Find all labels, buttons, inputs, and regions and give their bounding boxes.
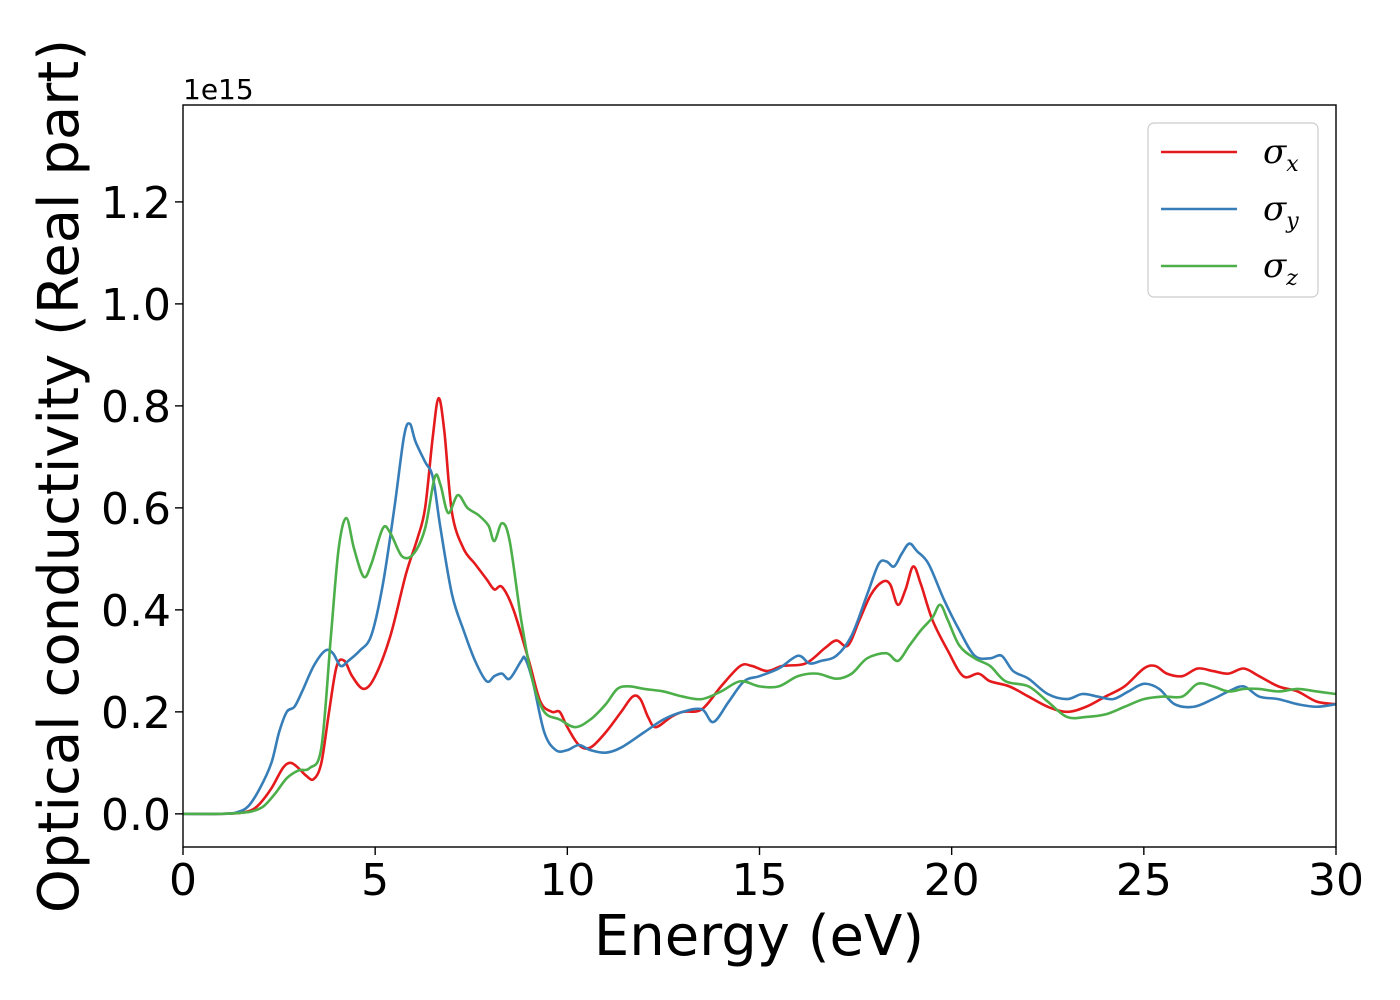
x-tick-label: 25 bbox=[1116, 855, 1172, 906]
legend: σx σy σz bbox=[1147, 122, 1319, 298]
plot-lines bbox=[183, 396, 1336, 816]
y-axis-title: Optical conductivity (Real part) bbox=[27, 39, 92, 913]
y-tick-label: 0.8 bbox=[101, 382, 171, 433]
y-tick-label: 0.6 bbox=[101, 484, 171, 535]
legend-items: σx σy σz bbox=[1161, 132, 1299, 291]
y-offset-label: 1e15 bbox=[183, 73, 254, 106]
x-tick-label: 0 bbox=[169, 855, 197, 906]
x-tick-label: 15 bbox=[732, 855, 788, 906]
x-tick-label: 20 bbox=[924, 855, 980, 906]
x-axis-title: Energy (eV) bbox=[594, 904, 924, 969]
series-line-z bbox=[183, 473, 1336, 816]
y-tick-label: 1.2 bbox=[101, 178, 171, 229]
legend-label-y: σy bbox=[1263, 189, 1299, 234]
x-tick-label: 30 bbox=[1308, 855, 1364, 906]
y-tick-label: 0.4 bbox=[101, 586, 171, 637]
legend-label-z: σz bbox=[1263, 246, 1298, 291]
legend-label-x: σx bbox=[1263, 132, 1299, 177]
y-tick-label: 0.2 bbox=[101, 688, 171, 739]
x-tick-label: 5 bbox=[361, 855, 389, 906]
series-line-y bbox=[183, 422, 1336, 816]
y-axis: 0.0 0.2 0.4 0.6 0.8 1.0 1.2 bbox=[101, 178, 183, 841]
x-axis: 0 5 10 15 20 25 30 bbox=[169, 847, 1364, 906]
y-tick-label: 1.0 bbox=[101, 280, 171, 331]
x-tick-label: 10 bbox=[539, 855, 595, 906]
y-tick-label: 0.0 bbox=[101, 790, 171, 841]
series-line-x bbox=[183, 396, 1336, 816]
